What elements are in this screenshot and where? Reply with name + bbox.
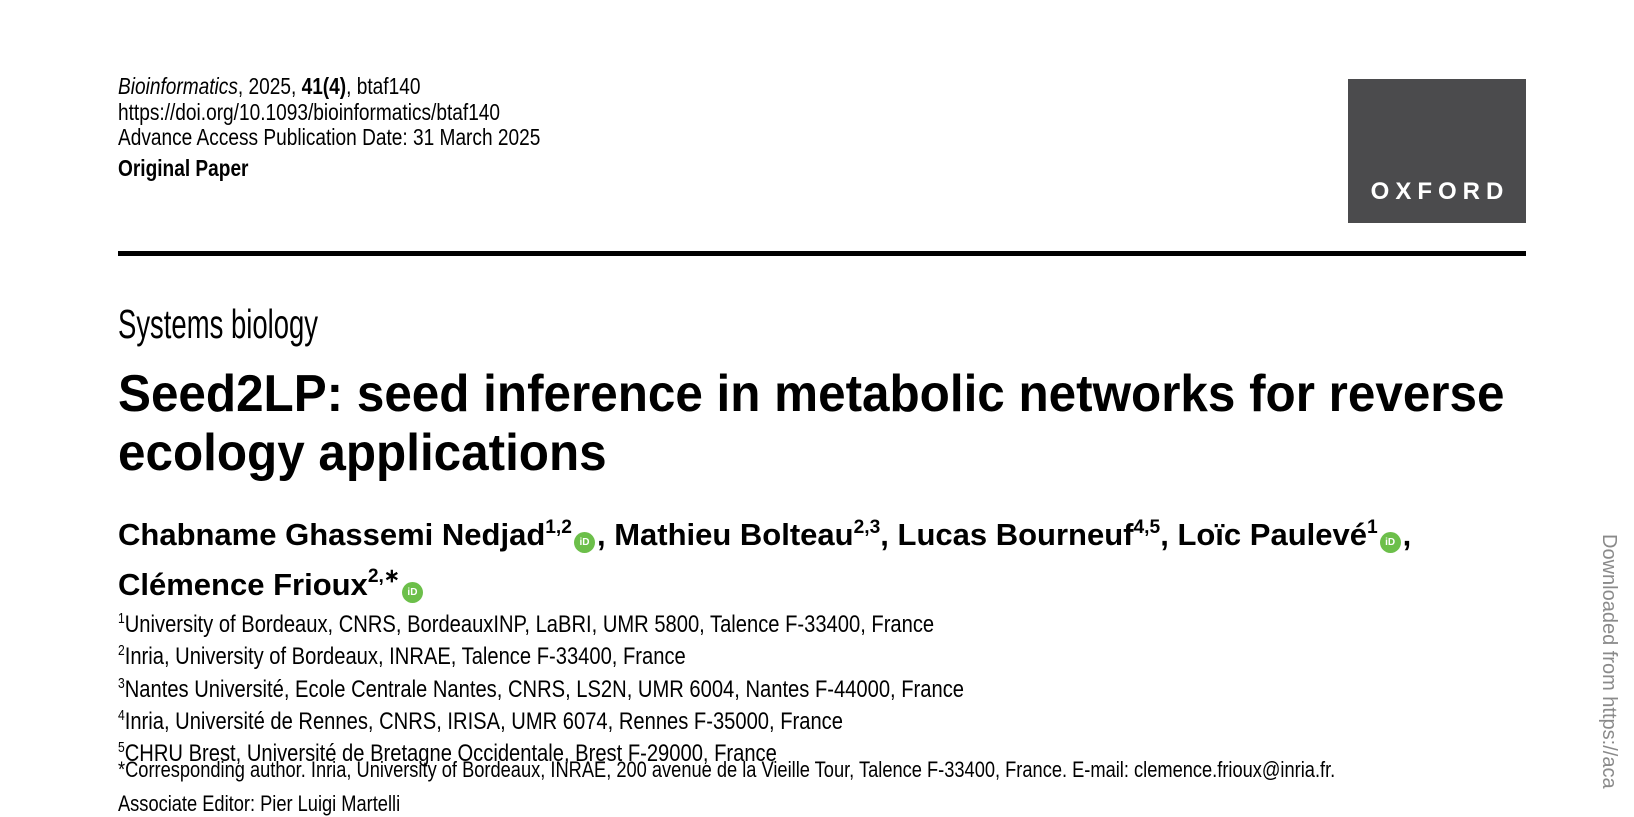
author-name: Mathieu Bolteau2,3: [614, 517, 880, 552]
author-affiliation-marker: 1: [1366, 517, 1378, 539]
orcid-icon[interactable]: iD: [401, 581, 423, 603]
journal-masthead: Bioinformatics, 2025, 41(4), btaf140 htt…: [118, 73, 541, 181]
orcid-icon[interactable]: iD: [1379, 532, 1401, 554]
author-name-text: Mathieu Bolteau: [614, 517, 854, 553]
author-separator: ,: [596, 517, 615, 553]
download-watermark: Downloaded from https://aca: [1598, 534, 1620, 789]
author-name: Clémence Frioux2,∗: [118, 566, 400, 602]
author-separator: ,: [1160, 517, 1178, 553]
author-affiliation-marker: 2,∗: [367, 566, 400, 588]
corresponding-author-note: *Corresponding author. Inria, University…: [118, 757, 1335, 783]
affiliation-text: Inria, University of Bordeaux, INRAE, Ta…: [124, 643, 686, 671]
author-name-text: Lucas Bourneuf: [897, 517, 1134, 553]
header-divider: [118, 251, 1526, 256]
affiliation-text: Nantes Université, Ecole Centrale Nantes…: [124, 675, 964, 703]
affiliation-item: 2Inria, University of Bordeaux, INRAE, T…: [118, 638, 964, 670]
author-name-text: Loïc Paulevé: [1177, 517, 1367, 553]
affiliation-item: 3Nantes Université, Ecole Centrale Nante…: [118, 671, 964, 703]
journal-name: Bioinformatics: [118, 73, 238, 99]
article-title-line-1: Seed2LP: seed inference in metabolic net…: [118, 365, 1505, 423]
paper-type-label: Original Paper: [118, 154, 249, 181]
article-title: Seed2LP: seed inference in metabolic net…: [118, 365, 1504, 483]
doi-link[interactable]: https://doi.org/10.1093/bioinformatics/b…: [118, 98, 501, 125]
affiliation-text: Inria, Université de Rennes, CNRS, IRISA…: [124, 707, 843, 735]
affiliation-item: 4Inria, Université de Rennes, CNRS, IRIS…: [118, 703, 964, 735]
volume-issue: 41(4): [301, 73, 347, 99]
author-name-text: Clémence Frioux: [118, 566, 368, 602]
advance-access-date: Advance Access Publication Date: 31 Marc…: [118, 124, 541, 150]
author-name-text: Chabname Ghassemi Nedjad: [118, 517, 546, 553]
citation-article-id: , btaf140: [346, 73, 421, 99]
author-line-2: Clémence Frioux2,∗ iD: [118, 556, 1411, 605]
orcid-icon[interactable]: iD: [573, 532, 595, 554]
affiliation-item: 5CHRU Brest, Université de Bretagne Occi…: [118, 735, 964, 767]
affiliation-text: University of Bordeaux, CNRS, BordeauxIN…: [124, 611, 935, 638]
author-separator: ,: [880, 517, 898, 553]
author-affiliation-marker: 2,3: [853, 517, 881, 539]
author-line-1: Chabname Ghassemi Nedjad1,2 iD, Mathieu B…: [118, 507, 1411, 556]
section-heading: Systems biology: [118, 301, 319, 347]
affiliation-marker: 1: [118, 611, 125, 627]
author-affiliation-marker: 4,5: [1133, 517, 1161, 539]
author-name: Chabname Ghassemi Nedjad1,2: [118, 517, 572, 552]
orcid-icon-glyph: iD: [1385, 537, 1396, 549]
affiliation-text: CHRU Brest, Université de Bretagne Occid…: [124, 740, 777, 768]
affiliation-marker: 5: [118, 740, 125, 757]
corresponding-note-text: *Corresponding author. Inria, University…: [118, 757, 1135, 782]
author-affiliation-marker: 1,2: [545, 517, 572, 539]
affiliation-list: 1University of Bordeaux, CNRS, BordeauxI…: [118, 606, 964, 767]
orcid-icon-glyph: iD: [407, 586, 418, 598]
corresponding-email-link[interactable]: clemence.frioux@inria.fr: [1134, 757, 1331, 782]
oxford-logo-text: OXFORD: [1370, 178, 1510, 205]
affiliation-marker: 4: [118, 707, 125, 724]
affiliation-marker: 2: [118, 643, 125, 660]
affiliation-item: 1University of Bordeaux, CNRS, BordeauxI…: [118, 606, 964, 638]
orcid-icon-glyph: iD: [579, 537, 590, 549]
associate-editor-line: Associate Editor: Pier Luigi Martelli: [118, 791, 401, 816]
article-title-line-2: ecology applications: [118, 424, 607, 482]
author-name: Loïc Paulevé1: [1177, 517, 1377, 552]
citation-year: , 2025,: [237, 73, 302, 99]
corresponding-note-period: .: [1330, 757, 1336, 782]
author-name: Lucas Bourneuf4,5: [898, 517, 1161, 552]
author-list: Chabname Ghassemi Nedjad1,2 iD, Mathieu B…: [118, 507, 1411, 606]
affiliation-marker: 3: [118, 675, 125, 692]
oxford-publisher-logo: OXFORD: [1348, 79, 1526, 223]
citation-line: Bioinformatics, 2025, 41(4), btaf140: [118, 73, 540, 100]
author-separator: ,: [1402, 517, 1412, 553]
